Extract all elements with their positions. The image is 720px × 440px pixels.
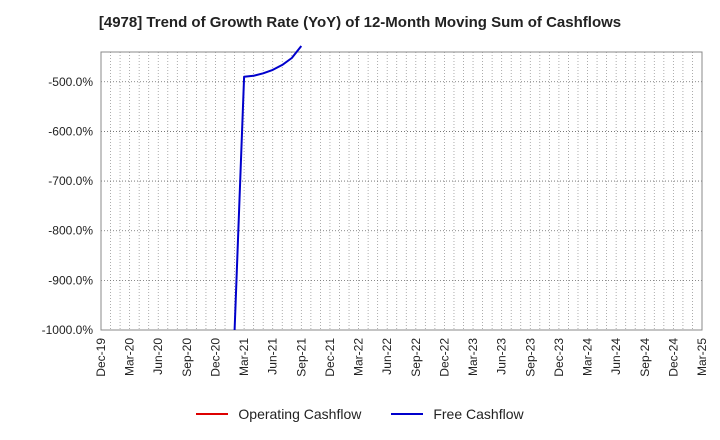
x-tick-label: Sep-20 — [180, 338, 194, 377]
legend-item-operating-cashflow: Operating Cashflow — [196, 406, 361, 422]
x-tick-label: Dec-23 — [552, 338, 566, 377]
y-tick-label: -1000.0% — [42, 323, 94, 337]
plot-border — [100, 51, 703, 331]
x-tick-label: Dec-19 — [94, 338, 108, 377]
x-tick-label: Mar-25 — [695, 338, 709, 376]
x-tick-label: Jun-23 — [495, 338, 509, 375]
x-tick-label: Sep-23 — [523, 338, 537, 377]
x-tick-label: Dec-24 — [666, 338, 680, 377]
x-tick-label: Mar-23 — [466, 338, 480, 376]
x-tick-label: Jun-24 — [609, 338, 623, 375]
y-tick-label: -700.0% — [48, 174, 93, 188]
x-tick-label: Mar-24 — [581, 338, 595, 376]
x-tick-label: Jun-22 — [380, 338, 394, 375]
x-tick-label: Jun-20 — [151, 338, 165, 375]
series-line-free-cashflow — [233, 45, 303, 331]
x-tick-label: Jun-21 — [266, 338, 280, 375]
legend-swatch-operating-cashflow — [196, 413, 229, 415]
legend-label-operating-cashflow: Operating Cashflow — [238, 406, 362, 422]
legend-item-free-cashflow: Free Cashflow — [391, 406, 524, 422]
x-tick-label: Dec-22 — [437, 338, 451, 377]
x-tick-label: Sep-22 — [409, 338, 423, 377]
x-tick-label: Dec-21 — [323, 338, 337, 377]
plot-area — [101, 52, 702, 330]
x-tick-label: Sep-21 — [294, 338, 308, 377]
y-tick-label: -500.0% — [48, 75, 93, 89]
y-tick-label: -900.0% — [48, 273, 93, 287]
x-tick-label: Sep-24 — [638, 338, 652, 377]
legend: Operating Cashflow Free Cashflow — [0, 406, 720, 422]
legend-swatch-free-cashflow — [391, 413, 424, 415]
x-tick-label: Dec-20 — [208, 338, 222, 377]
x-tick-label: Mar-21 — [237, 338, 251, 376]
x-tick-label: Mar-20 — [123, 338, 137, 376]
chart-title: [4978] Trend of Growth Rate (YoY) of 12-… — [98, 14, 622, 31]
x-tick-label: Mar-22 — [352, 338, 366, 376]
y-tick-label: -600.0% — [48, 124, 93, 138]
y-tick-label: -800.0% — [48, 224, 93, 238]
legend-label-free-cashflow: Free Cashflow — [433, 406, 524, 422]
